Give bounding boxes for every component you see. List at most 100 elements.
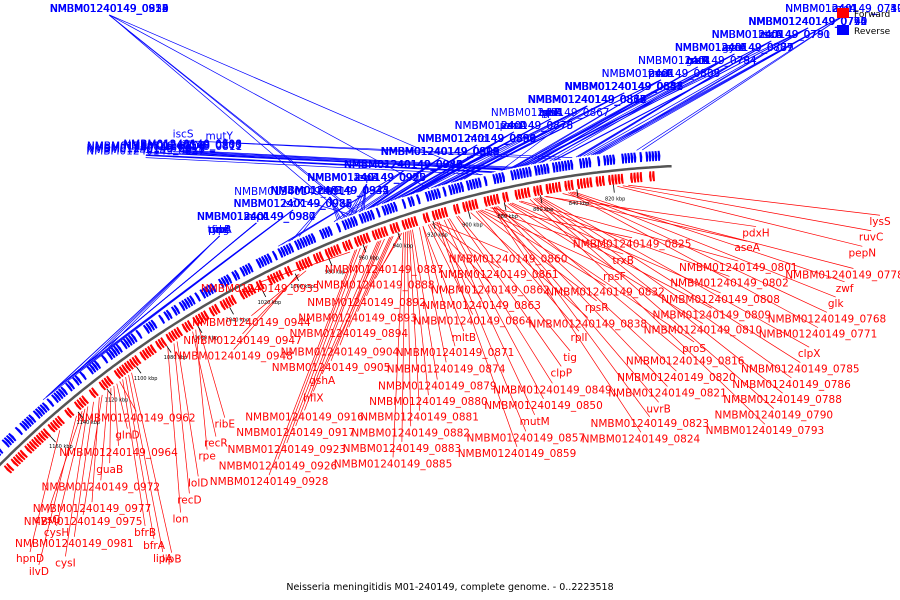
label-leader	[536, 197, 792, 379]
gene-arrow	[277, 248, 284, 258]
gene-arrow	[19, 449, 28, 459]
label-leader	[427, 224, 474, 315]
gene-arrow	[630, 152, 634, 163]
gene-arrow	[601, 175, 605, 186]
forward-gene-label: glnD	[115, 430, 139, 442]
reverse-gene-label: NMBM01240149_0902	[381, 146, 500, 158]
reverse-gene-label: NMBM01240149_0875	[455, 120, 574, 132]
gene-arrow	[344, 240, 351, 251]
forward-gene-label: NMBM01240149_0871	[396, 347, 515, 359]
gene-arrow	[336, 244, 342, 254]
gene-arrow	[633, 172, 637, 183]
gene-arrow	[51, 394, 59, 404]
gene-arrow	[359, 234, 365, 245]
gene-arrow	[125, 336, 133, 346]
gene-arrow	[384, 204, 390, 215]
label-leader	[86, 209, 293, 364]
gene-arrow	[263, 254, 270, 265]
label-leader	[475, 211, 580, 332]
label-leader	[348, 237, 391, 328]
label-leader	[493, 206, 695, 343]
label-leader	[520, 200, 739, 262]
label-leader	[412, 229, 438, 380]
label-leader	[447, 218, 544, 400]
label-leader	[533, 198, 774, 409]
forward-gene-label: recR	[204, 438, 228, 450]
gene-arrow	[633, 152, 637, 163]
gene-arrow	[60, 386, 69, 396]
tick-mark	[77, 411, 84, 419]
reverse-gene-label: NMBM01240149_0800	[123, 139, 242, 151]
label-leader	[304, 245, 368, 411]
reverse-gene-label: pioB	[208, 224, 231, 236]
label-leader	[354, 183, 368, 214]
gene-arrow	[630, 172, 634, 183]
gene-arrow	[186, 320, 194, 330]
gene-arrow	[554, 162, 559, 173]
label-leader	[100, 390, 109, 481]
reverse-gene-label: NMBM01240149_0877	[528, 94, 647, 106]
forward-gene-label: NMBM01240149_0793	[706, 425, 825, 437]
reverse-gene-label: pssA	[648, 68, 674, 80]
forward-gene-label: NMBM01240149_0885	[334, 458, 453, 470]
reverse-gene-label: NMBM01240149_0791	[712, 29, 831, 41]
reverse-gene-label: NMBM01240149_0915	[308, 172, 427, 184]
gene-arrow	[471, 178, 476, 190]
gene-arrow	[76, 399, 85, 409]
forward-gene-label: clpP	[550, 367, 572, 379]
gene-arrow	[163, 311, 171, 321]
forward-gene-label: NMBM01240149_0975	[24, 516, 143, 528]
label-leader	[192, 331, 217, 437]
gene-arrow	[415, 194, 421, 205]
gene-arrow	[267, 275, 274, 286]
tick-mark	[229, 307, 234, 315]
forward-gene-label: NMBM01240149_0850	[484, 400, 603, 412]
gene-arrow	[522, 167, 526, 178]
gene-arrow	[98, 381, 107, 391]
forward-gene-label: NMBM01240149_0862	[431, 284, 550, 296]
reverse-gene-label: NMBM01240149_0878	[528, 94, 647, 106]
tick-mark	[503, 202, 507, 211]
reverse-gene-label: gatA	[171, 141, 196, 153]
gene-arrow	[103, 377, 112, 387]
forward-gene-label: NMBM01240149_0821	[608, 387, 727, 399]
gene-arrow	[456, 203, 461, 214]
gene-arrow	[371, 230, 377, 241]
gene-arrow	[389, 202, 395, 213]
gene-arrow	[173, 328, 181, 338]
gene-arrow	[78, 397, 87, 407]
gene-arrow	[158, 314, 166, 324]
gene-arrow	[324, 248, 331, 259]
label-leader	[183, 140, 573, 158]
forward-gene-label: bfrA	[143, 540, 166, 552]
gene-arrow	[298, 260, 305, 271]
gene-arrow	[424, 191, 430, 202]
label-leader	[286, 247, 361, 444]
gene-arrow	[453, 183, 459, 194]
reverse-gene-label: hscB	[758, 29, 783, 41]
gene-arrow	[118, 366, 127, 376]
reverse-gene-label: rpsA	[539, 107, 563, 119]
gene-arrow	[307, 234, 314, 245]
reverse-gene-label: aceE	[722, 42, 747, 54]
forward-gene-label: NMBM01240149_0972	[42, 481, 161, 493]
gene-arrow	[427, 190, 433, 201]
gene-arrow	[199, 289, 207, 299]
gene-arrow	[342, 241, 348, 252]
forward-gene-label: NMBM01240149_0879	[378, 381, 497, 393]
gene-arrow	[181, 323, 189, 333]
gene-arrow	[255, 281, 262, 291]
label-leader	[481, 209, 615, 271]
gene-arrow	[595, 176, 599, 187]
reverse-gene-label: NMBM01240149_0909	[307, 172, 426, 184]
label-leader	[82, 394, 103, 515]
label-leader	[219, 141, 561, 160]
gene-arrow	[284, 267, 290, 277]
gene-arrow	[566, 160, 571, 171]
tick-mark	[136, 366, 142, 374]
reverse-gene-label: NMBM01240149_0798	[123, 138, 242, 150]
gene-arrow	[344, 219, 350, 230]
gene-arrow	[113, 345, 121, 355]
reverse-gene-label: NMBM01240149_0787	[675, 42, 794, 54]
gene-arrow	[14, 426, 23, 436]
